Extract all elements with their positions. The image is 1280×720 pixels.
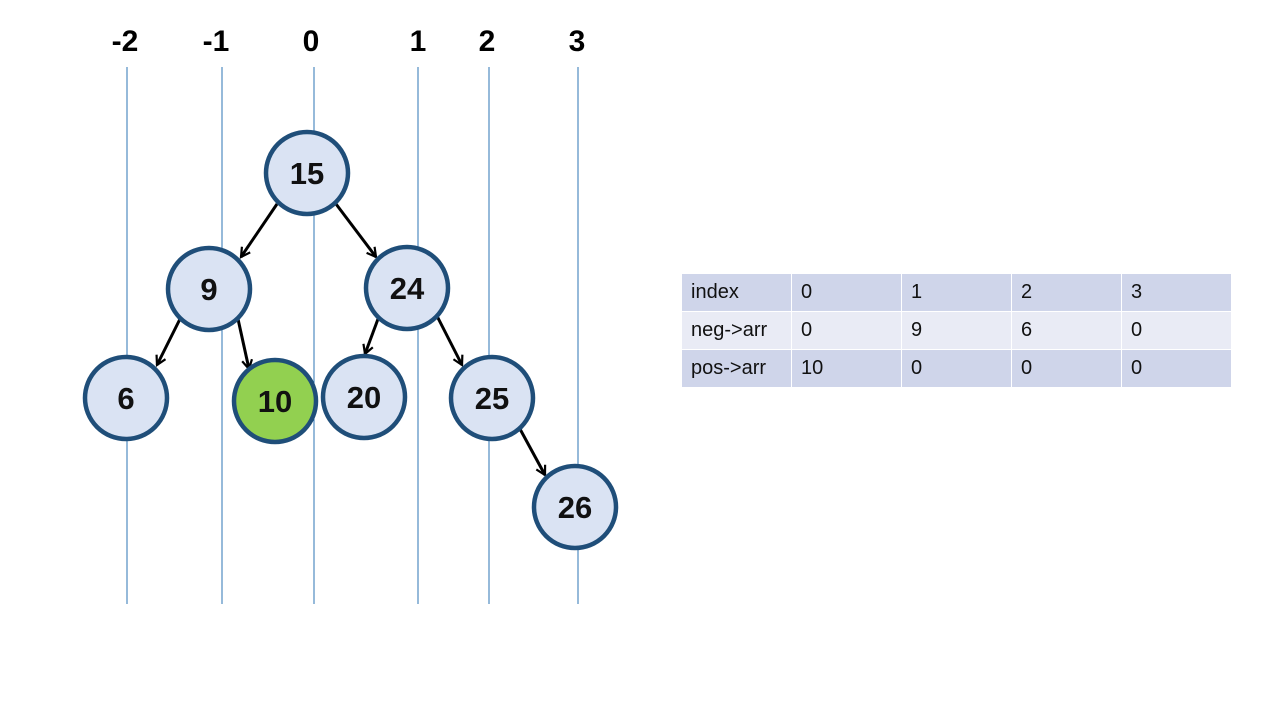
tree-node: 9 bbox=[165, 245, 253, 333]
column-label: 1 bbox=[410, 25, 427, 58]
tree-node: 25 bbox=[448, 354, 536, 442]
table-cell: 0 bbox=[901, 349, 1012, 388]
tree-node: 6 bbox=[82, 354, 170, 442]
table-cell: 0 bbox=[1011, 349, 1122, 388]
edge-9-10 bbox=[236, 318, 249, 369]
svg-text:26: 26 bbox=[558, 490, 592, 525]
svg-text:20: 20 bbox=[347, 380, 381, 415]
table-cell: 0 bbox=[791, 273, 902, 312]
table-cell: pos->arr bbox=[681, 349, 792, 388]
table-row-pos-arr: pos->arr 10 0 0 0 bbox=[681, 349, 1232, 388]
table-cell: neg->arr bbox=[681, 311, 792, 350]
table-cell: 3 bbox=[1121, 273, 1232, 312]
svg-text:9: 9 bbox=[200, 272, 217, 307]
tree-node: 20 bbox=[320, 353, 408, 441]
column-labels: -2 -1 0 1 2 3 bbox=[112, 25, 586, 58]
svg-text:10: 10 bbox=[258, 384, 292, 419]
tree-node: 24 bbox=[363, 244, 451, 332]
table-cell: 1 bbox=[901, 273, 1012, 312]
edge-25-26 bbox=[518, 428, 547, 475]
column-label: -2 bbox=[112, 25, 139, 58]
tree-node-highlighted: 10 bbox=[231, 357, 319, 445]
edge-24-25 bbox=[435, 315, 462, 365]
svg-text:24: 24 bbox=[390, 271, 425, 306]
table-cell: 9 bbox=[901, 311, 1012, 350]
edge-15-9 bbox=[241, 203, 279, 257]
svg-text:6: 6 bbox=[117, 381, 134, 416]
tree-nodes: 15 9 24 6 10 20 25 26 bbox=[82, 129, 619, 551]
table-cell: 0 bbox=[1121, 349, 1232, 388]
svg-text:25: 25 bbox=[475, 381, 509, 416]
column-label: -1 bbox=[203, 25, 230, 58]
column-label: 3 bbox=[569, 25, 586, 58]
tree-node: 26 bbox=[531, 463, 619, 551]
tree-node: 15 bbox=[263, 129, 351, 217]
column-label: 0 bbox=[303, 25, 320, 58]
tree-edges bbox=[157, 203, 547, 475]
edge-15-24 bbox=[334, 203, 376, 257]
column-label: 2 bbox=[479, 25, 496, 58]
table-cell: index bbox=[681, 273, 792, 312]
edge-9-6 bbox=[157, 318, 182, 365]
svg-text:15: 15 bbox=[290, 156, 324, 191]
table-cell: 0 bbox=[791, 311, 902, 350]
horizontal-distance-table: index 0 1 2 3 neg->arr 0 9 6 0 pos->arr … bbox=[681, 273, 1232, 388]
column-guide-lines bbox=[126, 67, 579, 604]
table-cell: 6 bbox=[1011, 311, 1122, 350]
table-row-index: index 0 1 2 3 bbox=[681, 273, 1232, 312]
table-row-neg-arr: neg->arr 0 9 6 0 bbox=[681, 311, 1232, 350]
table-cell: 0 bbox=[1121, 311, 1232, 350]
table-cell: 2 bbox=[1011, 273, 1122, 312]
table-cell: 10 bbox=[791, 349, 902, 388]
edge-24-20 bbox=[365, 318, 380, 354]
